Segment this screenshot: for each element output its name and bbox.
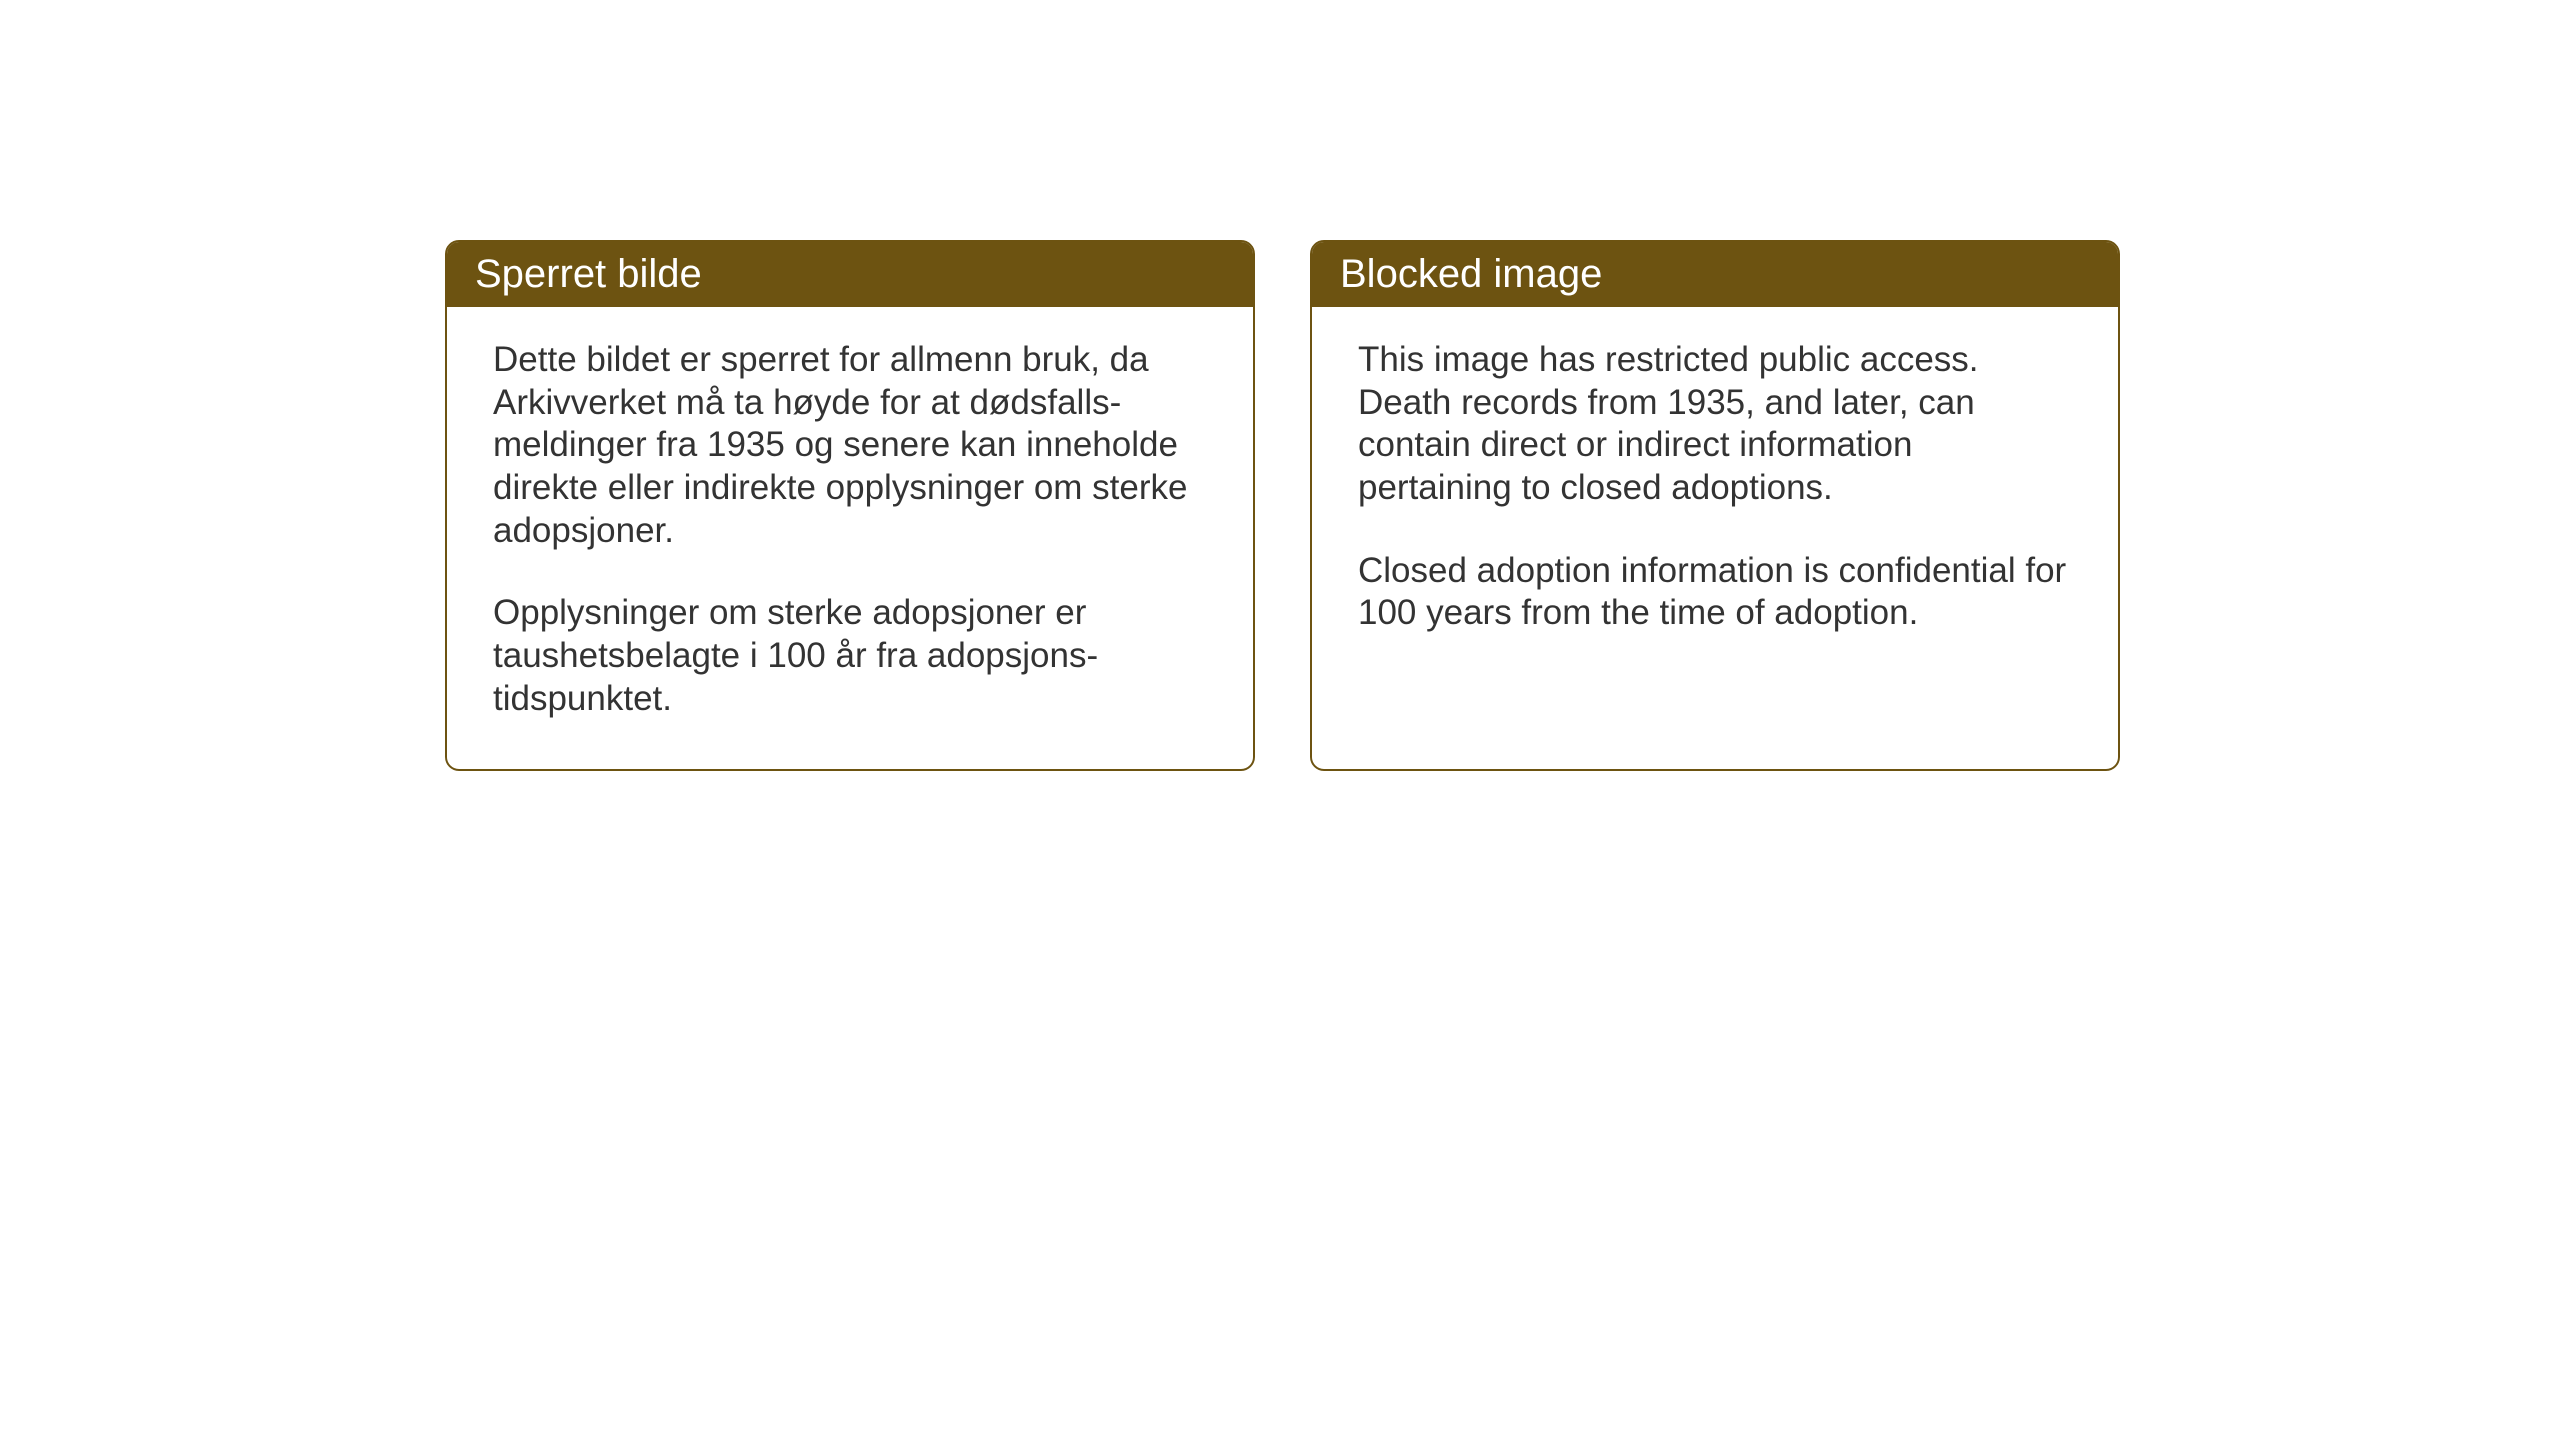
notice-paragraph-1-english: This image has restricted public access.… xyxy=(1358,339,2072,510)
notice-box-english: Blocked image This image has restricted … xyxy=(1310,240,2120,771)
notice-body-english: This image has restricted public access.… xyxy=(1312,307,2118,683)
notice-paragraph-2-norwegian: Opplysninger om sterke adopsjoner er tau… xyxy=(493,592,1207,720)
notice-header-english: Blocked image xyxy=(1312,242,2118,307)
notice-box-norwegian: Sperret bilde Dette bildet er sperret fo… xyxy=(445,240,1255,771)
notice-body-norwegian: Dette bildet er sperret for allmenn bruk… xyxy=(447,307,1253,769)
notice-title-english: Blocked image xyxy=(1340,252,1602,296)
notice-paragraph-2-english: Closed adoption information is confident… xyxy=(1358,550,2072,635)
notice-paragraph-1-norwegian: Dette bildet er sperret for allmenn bruk… xyxy=(493,339,1207,552)
notice-header-norwegian: Sperret bilde xyxy=(447,242,1253,307)
notice-title-norwegian: Sperret bilde xyxy=(475,252,702,296)
notice-container: Sperret bilde Dette bildet er sperret fo… xyxy=(445,240,2120,771)
